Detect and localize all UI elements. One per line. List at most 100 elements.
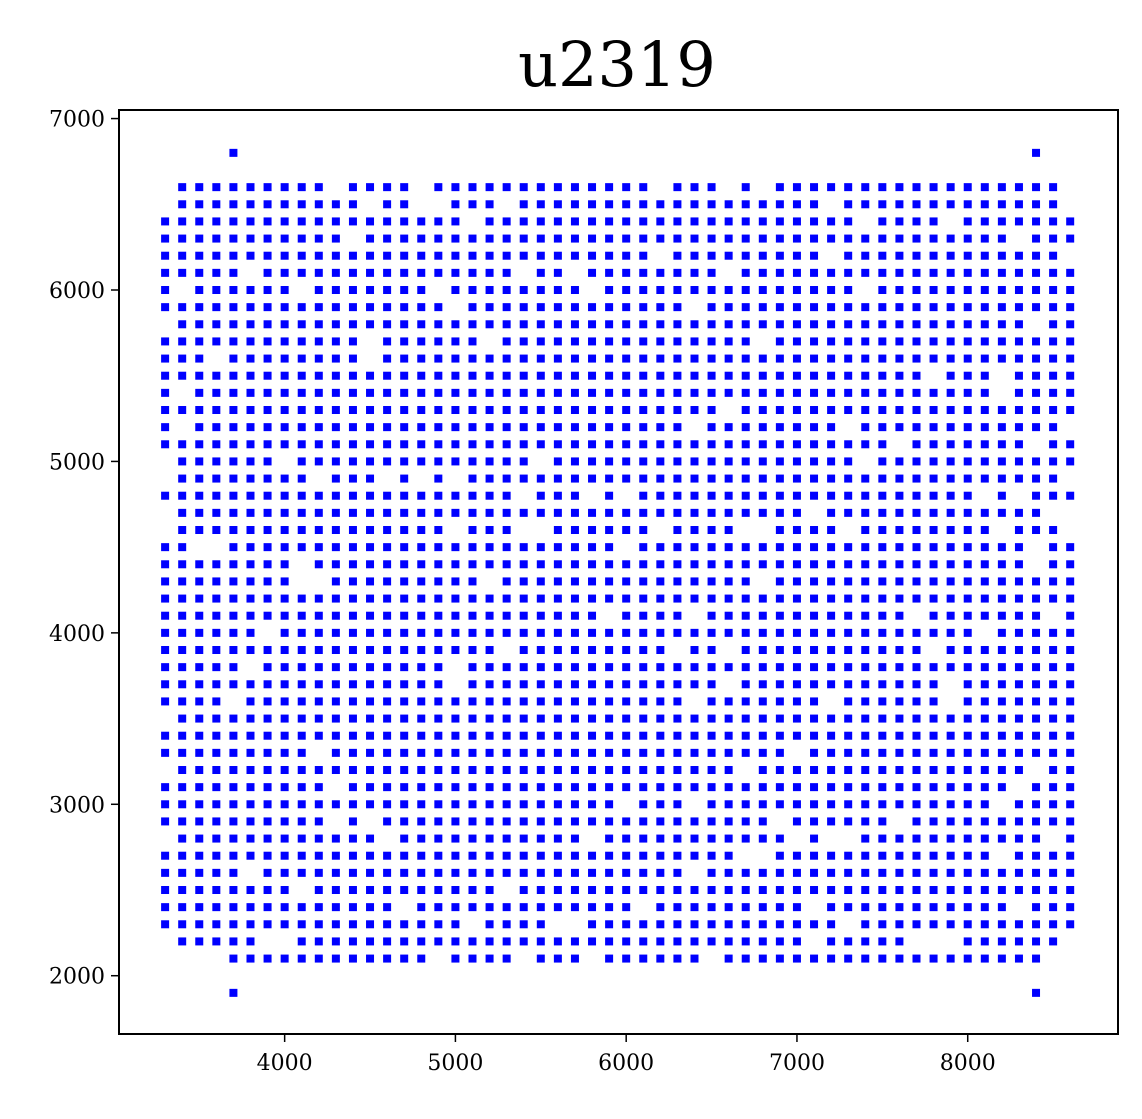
- data-point: [536, 697, 545, 706]
- data-point: [212, 834, 221, 843]
- data-point: [810, 663, 819, 672]
- data-point: [1014, 251, 1023, 260]
- data-point: [588, 800, 597, 809]
- data-point: [707, 543, 716, 552]
- data-point: [502, 920, 511, 929]
- data-point: [673, 457, 682, 466]
- data-point: [229, 851, 238, 860]
- data-point: [1049, 440, 1058, 449]
- data-point: [792, 337, 801, 346]
- data-point: [963, 371, 972, 380]
- data-point: [861, 834, 870, 843]
- data-point: [383, 183, 392, 192]
- data-point: [1014, 526, 1023, 534]
- data-point: [997, 286, 1006, 294]
- data-point: [639, 800, 648, 809]
- data-point: [861, 440, 870, 449]
- data-point: [810, 817, 819, 826]
- data-point: [605, 937, 614, 946]
- data-point: [946, 594, 955, 603]
- data-point: [348, 663, 357, 672]
- data-point: [246, 680, 255, 689]
- data-point: [502, 183, 511, 192]
- data-point: [451, 646, 460, 654]
- data-point: [741, 697, 750, 706]
- data-point: [997, 663, 1006, 672]
- data-point: [605, 577, 614, 586]
- data-point: [229, 748, 238, 757]
- data-point: [861, 800, 870, 809]
- data-point: [348, 440, 357, 449]
- data-point: [588, 868, 597, 877]
- data-point: [724, 731, 733, 740]
- data-point: [605, 200, 614, 209]
- data-point: [229, 474, 238, 483]
- data-point: [775, 886, 784, 894]
- data-point: [246, 303, 255, 312]
- data-point: [946, 423, 955, 432]
- data-point: [1066, 560, 1075, 569]
- y-tick-label: 7000: [49, 108, 105, 133]
- data-point: [519, 440, 528, 449]
- data-point: [485, 371, 494, 380]
- data-point: [946, 577, 955, 586]
- data-point: [792, 474, 801, 483]
- data-point: [878, 423, 887, 432]
- data-point: [895, 354, 904, 363]
- data-point: [963, 423, 972, 432]
- data-point: [366, 440, 375, 449]
- data-point: [519, 200, 528, 209]
- data-point: [929, 628, 938, 637]
- data-point: [895, 611, 904, 620]
- data-point: [810, 440, 819, 449]
- data-point: [502, 320, 511, 329]
- data-point: [844, 474, 853, 483]
- data-point: [246, 714, 255, 723]
- data-point: [656, 508, 665, 517]
- data-point: [861, 234, 870, 243]
- data-point: [827, 748, 836, 757]
- data-point: [536, 886, 545, 894]
- data-point: [536, 303, 545, 312]
- data-point: [195, 817, 204, 826]
- data-point: [758, 663, 767, 672]
- data-point: [314, 611, 323, 620]
- data-point: [639, 354, 648, 363]
- data-point: [417, 217, 426, 226]
- data-point: [997, 714, 1006, 723]
- data-point: [570, 731, 579, 740]
- data-point: [792, 526, 801, 534]
- data-point: [485, 320, 494, 329]
- data-point: [502, 851, 511, 860]
- data-point: [485, 423, 494, 432]
- data-point: [912, 800, 921, 809]
- data-point: [997, 577, 1006, 586]
- data-point: [775, 680, 784, 689]
- data-point: [946, 234, 955, 243]
- data-point: [246, 834, 255, 843]
- data-point: [229, 183, 238, 192]
- data-point: [758, 680, 767, 689]
- data-point: [963, 303, 972, 312]
- data-point: [878, 697, 887, 706]
- data-point: [519, 628, 528, 637]
- data-point: [348, 903, 357, 912]
- data-point: [673, 920, 682, 929]
- data-point: [178, 903, 187, 912]
- data-point: [724, 320, 733, 329]
- data-point: [331, 406, 340, 414]
- data-point: [314, 251, 323, 260]
- data-point: [622, 954, 631, 963]
- data-point: [605, 886, 614, 894]
- data-point: [707, 594, 716, 603]
- data-point: [1049, 217, 1058, 226]
- data-point: [263, 371, 272, 380]
- data-point: [844, 594, 853, 603]
- data-point: [605, 457, 614, 466]
- data-point: [383, 320, 392, 329]
- data-point: [997, 508, 1006, 517]
- data-point: [673, 886, 682, 894]
- data-point: [878, 594, 887, 603]
- data-point: [588, 714, 597, 723]
